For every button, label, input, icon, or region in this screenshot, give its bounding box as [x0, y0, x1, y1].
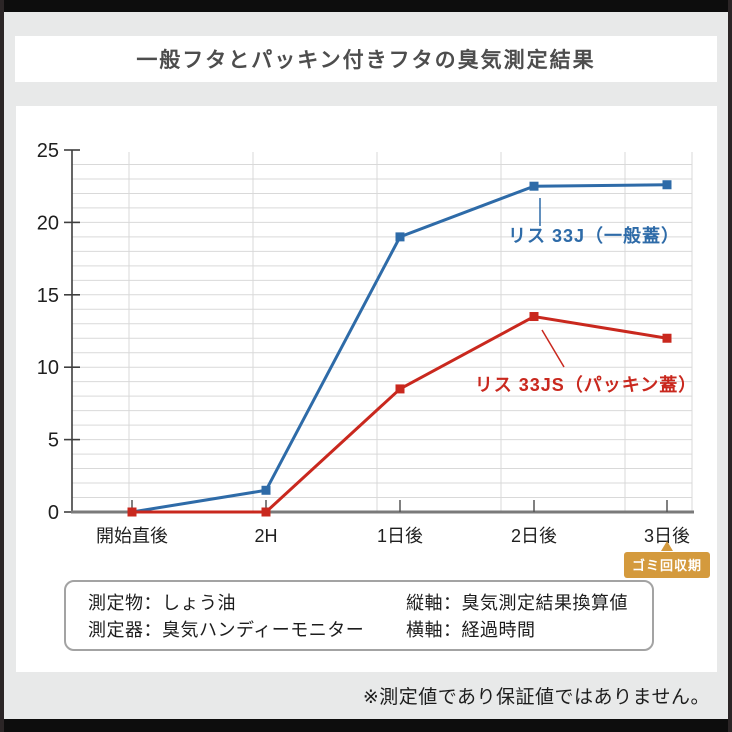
measurement-info-box: 測定物：しょう油 縦軸：臭気測定結果換算値 測定器：臭気ハンディーモニター 横軸… [64, 580, 654, 651]
page-title: 一般フタとパッキン付きフタの臭気測定結果 [136, 49, 596, 72]
badge-pointer-triangle [661, 541, 673, 551]
info-vertical-axis: 縦軸：臭気測定結果換算値 [406, 592, 628, 613]
info-horizontal-axis: 横軸：経過時間 [406, 620, 536, 641]
info-measuring-device: 測定器：臭気ハンディーモニター [88, 620, 365, 641]
title-bar: 一般フタとパッキン付きフタの臭気測定結果 [15, 36, 717, 82]
garbage-collection-badge: ゴミ回収期 [623, 552, 711, 578]
info-measured-object: 測定物：しょう油 [88, 592, 236, 613]
disclaimer-footnote: ※測定値であり保証値ではありません。 [362, 687, 710, 708]
bottom-border-bar [4, 719, 728, 732]
top-border-bar [4, 0, 728, 12]
